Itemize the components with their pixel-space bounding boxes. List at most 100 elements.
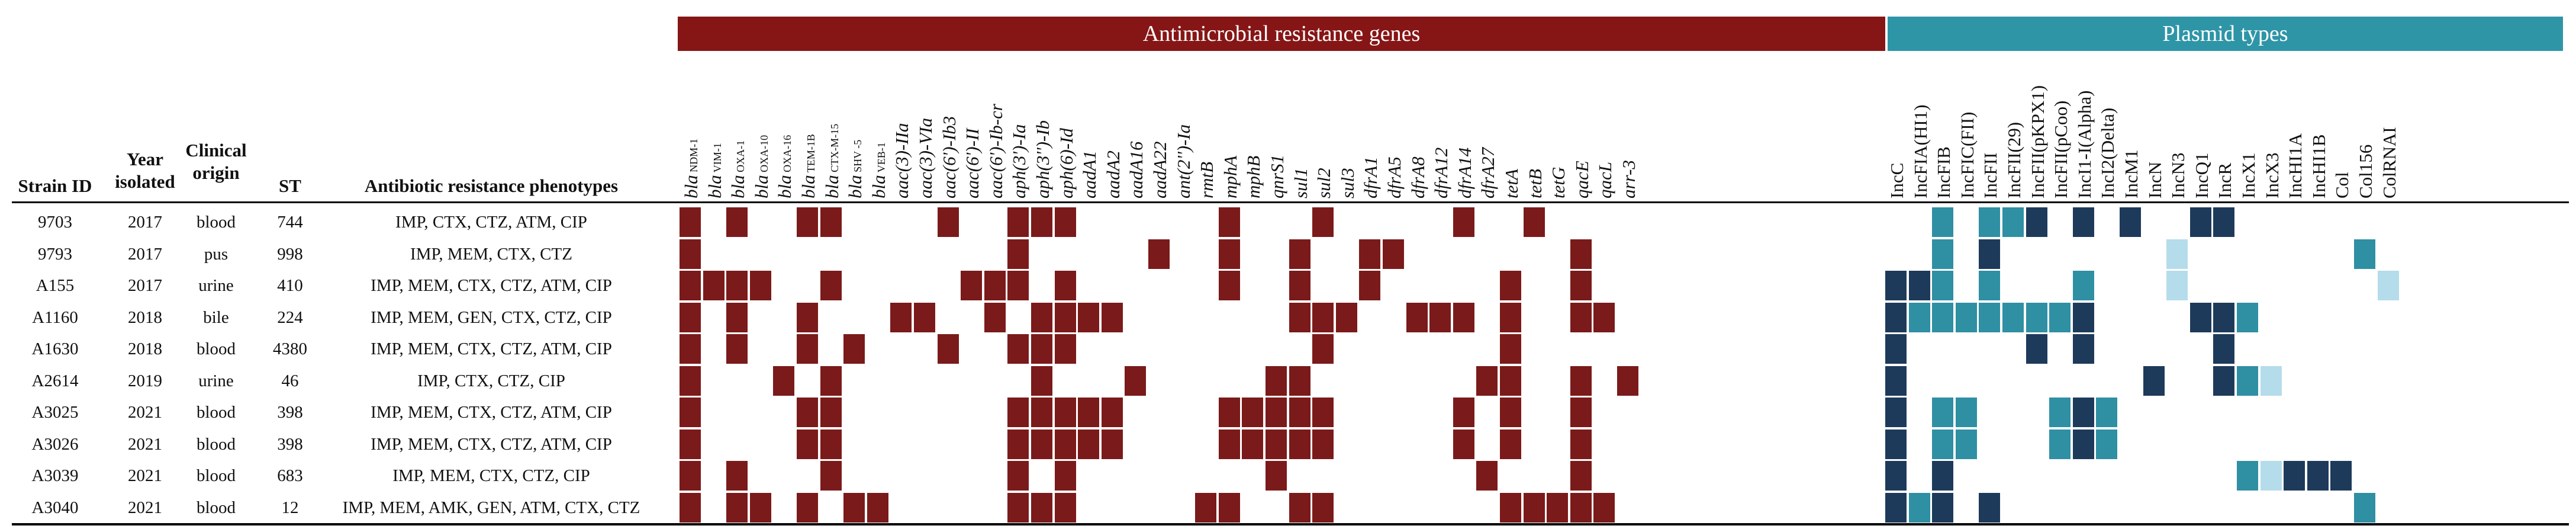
gene-present-marker [1359,271,1381,300]
gene-header: aadA1 [1079,150,1100,198]
plasmid-present-marker [2072,398,2094,427]
plasmid-present-marker [1908,302,1930,332]
gene-header: aac(6')-Ib-cr [986,104,1007,198]
gene-present-marker [1031,366,1052,396]
gene-present-marker [749,492,771,523]
gene-present-marker [1218,239,1240,269]
gene-present-marker [1031,398,1052,427]
strain-id: A1160 [32,307,78,327]
gene-present-marker [1547,492,1569,523]
plasmid-present-marker [2002,207,2024,237]
plasmid-present-marker [1979,271,2001,300]
gene-present-marker [1195,492,1217,523]
gene-present-marker [1007,271,1029,300]
strain-id: A2614 [31,371,79,390]
gene-header: tetB [1525,169,1546,198]
plasmid-header: IncHI1B [2308,134,2329,198]
plasmid-present-marker [2260,461,2282,491]
gene-present-marker [1218,492,1240,523]
gene-present-marker [680,429,701,459]
plasmid-present-marker [1885,334,1907,364]
plasmid-present-marker [2260,366,2282,396]
gene-header: sul3 [1337,168,1358,198]
clinical-origin: urine [198,371,234,390]
plasmid-present-marker [1955,398,1977,427]
gene-present-marker [1593,302,1615,332]
gene-present-marker [1054,302,1076,332]
gene-name: aadA16 [1126,141,1147,198]
clinical-origin: pus [204,244,228,264]
strain-id: 9703 [38,213,72,232]
strain-id: A155 [36,276,75,295]
gene-name: dfrA5 [1384,156,1405,198]
plasmid-present-marker [2354,492,2375,523]
gene-variant: OXA-16 [781,134,794,175]
gene-present-marker [1453,302,1474,332]
strain-id: A3026 [31,434,79,454]
gene-present-marker [1054,271,1076,300]
sequence-type: 46 [281,371,299,390]
gene-present-marker [680,461,701,491]
sequence-type: 224 [277,307,303,327]
gene-header: bla OXA-16 [774,135,798,198]
plasmid-header: IncFII(pCoo) [2050,100,2072,198]
gene-header: bla TEM-1B [798,134,822,198]
gene-present-marker [961,271,983,300]
year-isolated: 2021 [128,434,162,454]
clinical-origin: blood [196,466,236,485]
gene-present-marker [1312,302,1334,332]
gene-name: aadA2 [1102,150,1123,198]
gene-present-marker [1007,334,1029,364]
plasmid-header: IncC [1886,162,1907,198]
plasmid-banner: Plasmid types [1888,17,2563,51]
gene-present-marker [1570,492,1592,523]
gene-header: qacE [1572,161,1593,198]
year-isolated: 2019 [128,371,162,390]
gene-present-marker [820,366,842,396]
gene-present-marker [680,302,701,332]
gene-present-marker [820,271,842,300]
gene-present-marker [820,429,842,459]
plasmid-present-marker [2002,302,2024,332]
gene-present-marker [1570,461,1592,491]
gene-variant: TEM-1B [805,134,817,175]
plasmid-present-marker [2026,334,2047,364]
gene-present-marker [820,461,842,491]
gene-present-marker [1383,239,1404,269]
gene-present-marker [1570,239,1592,269]
strain-id: A1630 [31,339,79,358]
gene-present-marker [1054,334,1076,364]
gene-present-marker [1054,398,1076,427]
plasmid-present-marker [1885,366,1907,396]
sequence-type: 410 [277,276,303,295]
plasmid-present-marker [1885,398,1907,427]
clinical-origin: urine [198,276,234,295]
gene-present-marker [797,334,818,364]
gene-present-marker [1266,461,1287,491]
plasmid-present-marker [2143,366,2165,396]
plasmid-header: IncFII [1980,152,2001,198]
gene-header: bla CTX-M-15 [822,124,845,198]
header-strain-id: Strain ID [18,175,92,196]
gene-name: bla [798,175,819,198]
plasmid-present-marker [1932,302,1954,332]
plasmid-header: Col156 [2355,144,2376,198]
gene-name: aac(6')-Ib-cr [985,104,1006,198]
gene-present-marker [1101,302,1123,332]
gene-header: aac(3)-VIa [915,118,936,198]
plasmid-header: IncR [2214,162,2236,198]
gene-present-marker [1500,302,1521,332]
gene-present-marker [1429,302,1451,332]
gene-present-marker [1054,207,1076,237]
gene-present-marker [1031,429,1052,459]
clinical-origin: blood [196,498,236,517]
gene-present-marker [726,302,748,332]
gene-present-marker [1570,429,1592,459]
header-clinical-origin: Clinical origin [185,140,247,183]
gene-header: aph(3'')-Ib [1032,120,1054,198]
gene-present-marker [1101,429,1123,459]
year-isolated: 2018 [128,307,162,327]
plasmid-present-marker [1979,239,2001,269]
resistance-phenotypes: IMP, MEM, CTX, CTZ [410,244,572,264]
